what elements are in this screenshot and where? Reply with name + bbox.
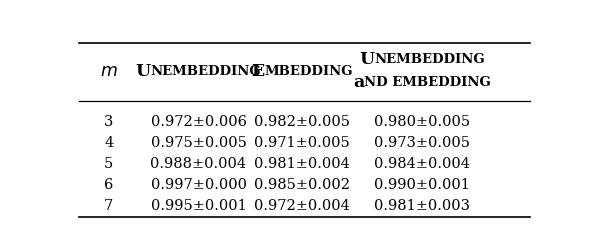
- Text: 0.971±0.005: 0.971±0.005: [254, 136, 350, 150]
- Text: 4: 4: [104, 136, 113, 150]
- Text: 5: 5: [104, 157, 113, 171]
- Text: 0.972±0.004: 0.972±0.004: [254, 199, 350, 213]
- Text: U: U: [359, 51, 374, 68]
- Text: 7: 7: [104, 199, 113, 213]
- Text: $m$: $m$: [100, 63, 118, 80]
- Text: 0.975±0.005: 0.975±0.005: [151, 136, 247, 150]
- Text: 0.988±0.004: 0.988±0.004: [150, 157, 247, 171]
- Text: NEMBEDDING: NEMBEDDING: [151, 65, 261, 78]
- Text: 0.984±0.004: 0.984±0.004: [374, 157, 470, 171]
- Text: 0.990±0.001: 0.990±0.001: [374, 178, 470, 192]
- Text: 0.980±0.005: 0.980±0.005: [374, 115, 470, 129]
- Text: 0.973±0.005: 0.973±0.005: [374, 136, 470, 150]
- Text: 0.985±0.002: 0.985±0.002: [254, 178, 350, 192]
- Text: a: a: [353, 74, 364, 91]
- Text: ND EMBEDDING: ND EMBEDDING: [364, 76, 491, 89]
- Text: 6: 6: [104, 178, 113, 192]
- Text: 0.981±0.004: 0.981±0.004: [254, 157, 350, 171]
- Text: U: U: [135, 63, 151, 80]
- Text: MBEDDING: MBEDDING: [264, 65, 353, 78]
- Text: 0.982±0.005: 0.982±0.005: [254, 115, 350, 129]
- Text: E: E: [251, 63, 264, 80]
- Text: 0.997±0.000: 0.997±0.000: [150, 178, 247, 192]
- Text: 0.981±0.003: 0.981±0.003: [374, 199, 470, 213]
- Text: 0.995±0.001: 0.995±0.001: [151, 199, 247, 213]
- Text: 3: 3: [104, 115, 113, 129]
- Text: 0.972±0.006: 0.972±0.006: [150, 115, 247, 129]
- Text: NEMBEDDING: NEMBEDDING: [374, 53, 485, 66]
